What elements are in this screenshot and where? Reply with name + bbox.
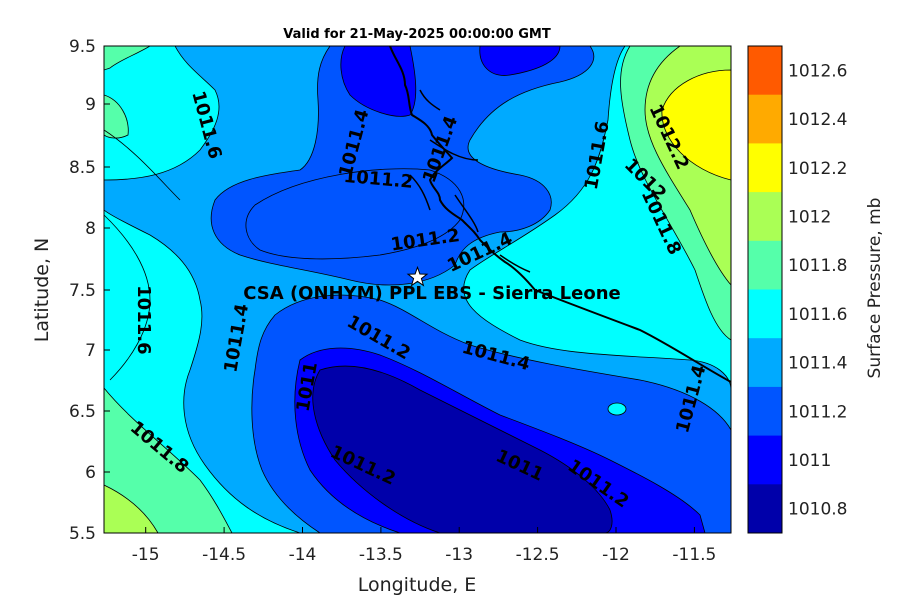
contour-fill-field xyxy=(104,46,731,533)
y-tick-label: 7 xyxy=(85,341,96,361)
site-marker-group: CSA (ONHYM) PPL EBS - Sierra Leone xyxy=(243,265,621,304)
y-tick-labels: 9.5 9 8.5 8 7.5 7 6.5 6 5.5 xyxy=(69,37,96,544)
colorbar-frame xyxy=(747,45,783,534)
x-tick-label: -12 xyxy=(602,545,630,565)
colorbar-tick-label: 1011.6 xyxy=(788,305,847,325)
band-small-eye xyxy=(607,402,627,416)
colorbar-label: Surface Pressure, mb xyxy=(865,198,885,379)
colorbar-swatch xyxy=(748,435,782,485)
site-label: CSA (ONHYM) PPL EBS - Sierra Leone xyxy=(243,283,620,304)
band-1012-2-ne xyxy=(661,69,731,181)
x-axis-label: Longitude, E xyxy=(358,574,477,596)
colorbar-tick-label: 1012.6 xyxy=(788,61,847,81)
site-star-icon xyxy=(406,265,429,287)
y-tick-label: 9 xyxy=(85,95,96,115)
x-tick-label: -14.5 xyxy=(202,545,246,565)
contour-label: 1011.6 xyxy=(133,285,154,354)
x-tick-label: -11.5 xyxy=(672,545,716,565)
colorbar-swatch xyxy=(748,143,782,193)
contour-line-extra xyxy=(104,129,181,381)
coastline xyxy=(389,46,731,383)
colorbar-tick-label: 1012.2 xyxy=(788,159,847,179)
y-tick-label: 9.5 xyxy=(69,37,96,57)
y-tick-label: 8.5 xyxy=(69,158,96,178)
y-tick-label: 8 xyxy=(85,219,96,239)
colorbar-tick-label: 1011.8 xyxy=(788,256,847,276)
colorbar-swatch xyxy=(748,386,782,437)
x-tick-labels: -15 -14.5 -14 -13.5 -13 -12.5 -12 -11.5 xyxy=(132,545,717,565)
colorbar-tick-label: 1010.8 xyxy=(788,500,847,520)
y-tick-label: 5.5 xyxy=(69,524,96,544)
x-tick-label: -15 xyxy=(132,545,160,565)
band-1011-north xyxy=(479,46,561,76)
x-tick-label: -14 xyxy=(289,545,317,565)
band-1011-west-lobe xyxy=(245,168,465,260)
colorbar-swatch xyxy=(748,484,782,534)
y-tick-label: 6 xyxy=(85,463,96,483)
y-tick-label: 7.5 xyxy=(69,281,96,301)
y-tick-marks xyxy=(104,103,110,473)
band-1011-north-2 xyxy=(340,46,417,117)
band-1011-8-sw xyxy=(104,387,233,533)
colorbar-swatch xyxy=(748,94,782,144)
river xyxy=(409,89,531,273)
colorbar-swatch xyxy=(748,46,782,96)
colorbar-tick-label: 1011.2 xyxy=(788,402,847,422)
colorbar-swatch xyxy=(748,240,782,290)
x-tick-label: -13.5 xyxy=(359,545,403,565)
colorbar-tick-label: 1011 xyxy=(788,451,831,471)
x-tick-marks xyxy=(145,527,695,533)
y-tick-label: 6.5 xyxy=(69,402,96,422)
colorbar-tick-label: 1012 xyxy=(788,208,831,228)
colorbar-swatch xyxy=(748,289,782,339)
x-tick-label: -12.5 xyxy=(516,545,560,565)
colorbar-swatch xyxy=(748,192,782,242)
colorbar-tick-label: 1012.4 xyxy=(788,110,847,130)
y-axis-label: Latitude, N xyxy=(31,238,53,343)
colorbar-tick-label: 1011.4 xyxy=(788,354,847,374)
colorbar: 1012.6 1012.4 1012.2 1012 1011.8 1011.6 1011.4… xyxy=(747,45,847,534)
band-1011-8-nw xyxy=(104,46,151,71)
band-1011-8-w xyxy=(104,94,129,139)
chart-title: Valid for 21-May-2025 00:00:00 GMT xyxy=(283,27,551,42)
colorbar-swatch xyxy=(748,338,782,388)
x-tick-label: -13 xyxy=(445,545,473,565)
band-1010-8 xyxy=(312,365,613,533)
